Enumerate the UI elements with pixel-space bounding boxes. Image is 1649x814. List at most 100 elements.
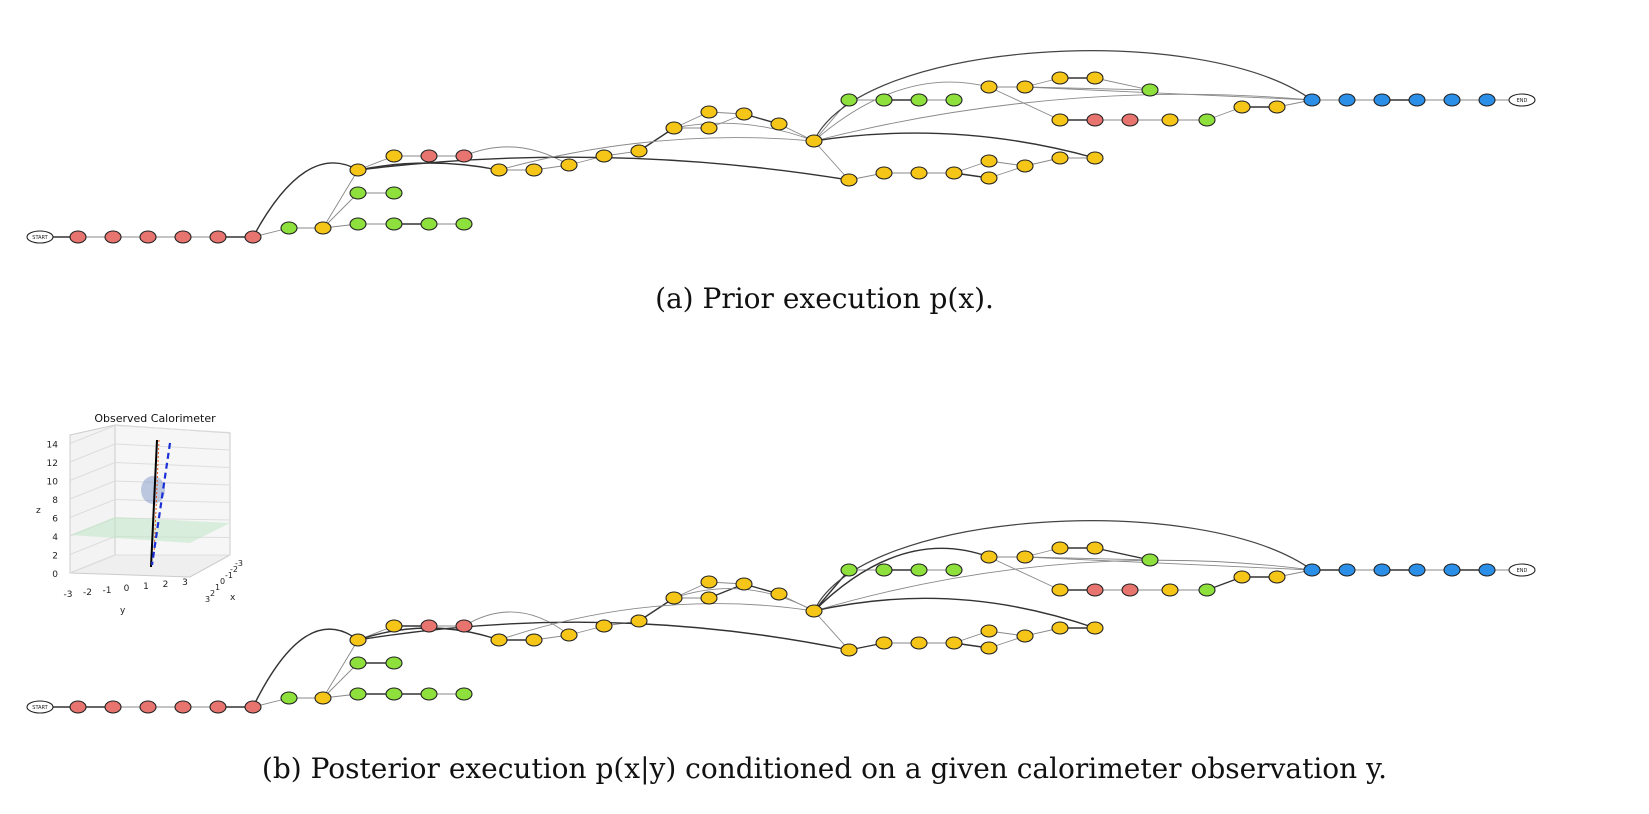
graph-node <box>349 217 367 231</box>
graph-node <box>700 105 718 119</box>
grid-line <box>69 480 116 500</box>
graph-edge <box>322 192 359 229</box>
graph-node <box>209 230 227 244</box>
end-node <box>1508 93 1536 107</box>
graph-node <box>314 221 332 235</box>
graph-node <box>244 230 262 244</box>
graph-edge <box>498 603 815 641</box>
graph-node <box>875 93 893 107</box>
graph-node <box>1198 113 1216 127</box>
graph-node <box>1086 541 1104 555</box>
graph-node <box>560 628 578 642</box>
graph-node <box>910 93 928 107</box>
graph-node <box>420 619 438 633</box>
end-label: END <box>1517 568 1528 574</box>
grid-line <box>69 443 116 463</box>
graph-node <box>1051 151 1069 165</box>
graph-node <box>980 80 998 94</box>
y-tick-label: -3 <box>64 590 73 600</box>
graph-node <box>1016 80 1034 94</box>
graph-node <box>1268 570 1286 584</box>
graph-node <box>349 656 367 670</box>
graph-node <box>700 591 718 605</box>
graph-node <box>280 691 298 705</box>
posterior-execution-graph: START END <box>26 520 1536 714</box>
graph-node <box>980 624 998 638</box>
y-tick-label: 3 <box>182 578 188 588</box>
graph-edge <box>1024 556 1313 571</box>
x-tick-label: -3 <box>235 559 243 568</box>
x-axis-label: x <box>230 593 236 603</box>
graph-node <box>385 186 403 200</box>
graph-node <box>420 149 438 163</box>
graph-node <box>840 563 858 577</box>
y-axis-label: y <box>120 606 126 616</box>
grid-line <box>69 499 116 518</box>
graph-edge <box>252 628 359 708</box>
graph-node <box>280 221 298 235</box>
start-label: START <box>32 235 48 241</box>
calorimeter-plane <box>70 517 230 543</box>
graph-edge <box>322 662 359 699</box>
graph-node <box>1086 583 1104 597</box>
graph-node <box>455 217 473 231</box>
graph-node <box>875 166 893 180</box>
grid-line <box>69 462 116 481</box>
end-node <box>1508 563 1536 577</box>
graph-node <box>910 636 928 650</box>
graph-node <box>1373 93 1391 107</box>
graph-node <box>1121 113 1139 127</box>
graph-node <box>1338 93 1356 107</box>
graph-node <box>1016 550 1034 564</box>
graph-node <box>1303 93 1321 107</box>
graph-node <box>1373 563 1391 577</box>
x-tick-label: 1 <box>215 583 220 592</box>
graph-node <box>1198 583 1216 597</box>
graph-node <box>1303 563 1321 577</box>
z-tick-label: 0 <box>52 570 58 580</box>
z-tick-label: 12 <box>47 459 58 469</box>
z-tick-label: 6 <box>52 515 58 525</box>
graph-node <box>1051 71 1069 85</box>
graph-node <box>630 614 648 628</box>
graph-edge <box>463 146 570 166</box>
graph-node <box>1051 113 1069 127</box>
grid-line <box>114 425 231 433</box>
z-tick-label: 2 <box>52 552 58 562</box>
graph-node <box>385 687 403 701</box>
graph-node <box>455 619 473 633</box>
graph-node <box>1338 563 1356 577</box>
caption-prior: (a) Prior execution p(x). <box>655 282 994 315</box>
graph-node <box>1016 159 1034 173</box>
z-tick-label: 10 <box>47 478 59 488</box>
grid-line <box>69 554 116 574</box>
graph-edge <box>1094 547 1151 561</box>
graph-node <box>630 144 648 158</box>
graph-node <box>349 687 367 701</box>
graph-edge <box>1094 77 1151 91</box>
graph-edge <box>813 93 1313 142</box>
graph-node <box>1086 151 1104 165</box>
graph-edge <box>813 99 850 142</box>
graph-node <box>560 158 578 172</box>
graph-node <box>385 656 403 670</box>
graph-node <box>1086 621 1104 635</box>
node-group: START END <box>26 541 1536 714</box>
graph-node <box>139 700 157 714</box>
graph-node <box>1086 113 1104 127</box>
graph-node <box>490 633 508 647</box>
x-tick-label: -2 <box>230 565 238 574</box>
graph-node <box>104 230 122 244</box>
z-axis-label: z <box>36 506 41 516</box>
graph-node <box>1268 100 1286 114</box>
graph-node <box>980 641 998 655</box>
edge-group <box>40 50 1522 238</box>
graph-edge <box>357 162 500 171</box>
graph-node <box>700 121 718 135</box>
graph-node <box>69 230 87 244</box>
graph-node <box>945 93 963 107</box>
graph-node <box>1443 563 1461 577</box>
graph-node <box>1408 93 1426 107</box>
grid-line <box>114 443 231 451</box>
